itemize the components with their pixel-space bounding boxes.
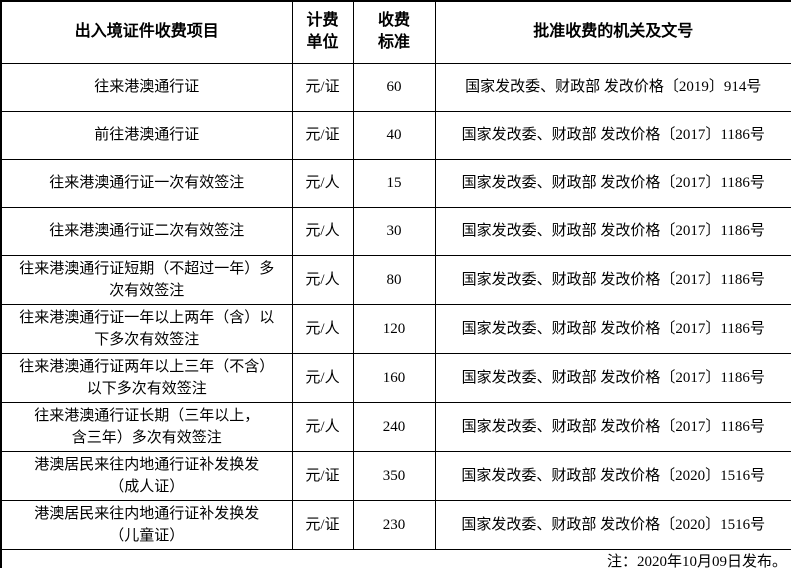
billing-unit: 元/人 (291, 158, 354, 208)
fee-item-name: 港澳居民来往内地通行证补发换发 （儿童证） (0, 499, 293, 550)
table-row: 港澳居民来往内地通行证补发换发 （儿童证） 元/证 230 国家发改委、财政部 … (0, 499, 791, 550)
billing-unit: 元/人 (291, 254, 354, 305)
approval-authority: 国家发改委、财政部 发改价格〔2020〕1516号 (434, 450, 791, 501)
billing-unit: 元/证 (291, 450, 354, 501)
approval-authority: 国家发改委、财政部 发改价格〔2017〕1186号 (434, 303, 791, 354)
table-row: 往来港澳通行证短期（不超过一年）多 次有效签注 元/人 80 国家发改委、财政部… (0, 254, 791, 305)
fee-amount: 15 (352, 158, 436, 208)
billing-unit: 元/证 (291, 62, 354, 112)
publish-note: 注：2020年10月09日发布。 (0, 548, 791, 568)
fee-amount: 240 (352, 401, 436, 452)
fee-item-name: 往来港澳通行证一年以上两年（含）以 下多次有效签注 (0, 303, 293, 354)
fee-item-name: 港澳居民来往内地通行证补发换发 （成人证） (0, 450, 293, 501)
fee-amount: 120 (352, 303, 436, 354)
billing-unit: 元/人 (291, 352, 354, 403)
table-row: 前往港澳通行证 元/证 40 国家发改委、财政部 发改价格〔2017〕1186号 (0, 110, 791, 160)
billing-unit: 元/证 (291, 499, 354, 550)
header-fee-standard: 收费 标准 (352, 0, 436, 64)
fee-item-name: 往来港澳通行证 (0, 62, 293, 112)
fee-item-name: 往来港澳通行证两年以上三年（不含） 以下多次有效签注 (0, 352, 293, 403)
fee-amount: 40 (352, 110, 436, 160)
billing-unit: 元/人 (291, 206, 354, 256)
approval-authority: 国家发改委、财政部 发改价格〔2017〕1186号 (434, 352, 791, 403)
fee-amount: 230 (352, 499, 436, 550)
table-row: 港澳居民来往内地通行证补发换发 （成人证） 元/证 350 国家发改委、财政部 … (0, 450, 791, 501)
fee-item-name: 往来港澳通行证一次有效签注 (0, 158, 293, 208)
header-row: 出入境证件收费项目 计费 单位 收费 标准 批准收费的机关及文号 (0, 0, 791, 64)
fee-item-name: 往来港澳通行证二次有效签注 (0, 206, 293, 256)
approval-authority: 国家发改委、财政部 发改价格〔2017〕1186号 (434, 401, 791, 452)
table-row: 往来港澳通行证两年以上三年（不含） 以下多次有效签注 元/人 160 国家发改委… (0, 352, 791, 403)
header-item: 出入境证件收费项目 (0, 0, 293, 64)
approval-authority: 国家发改委、财政部 发改价格〔2017〕1186号 (434, 110, 791, 160)
fee-item-name: 往来港澳通行证长期（三年以上， 含三年）多次有效签注 (0, 401, 293, 452)
fee-amount: 60 (352, 62, 436, 112)
fee-amount: 160 (352, 352, 436, 403)
approval-authority: 国家发改委、财政部 发改价格〔2017〕1186号 (434, 206, 791, 256)
billing-unit: 元/证 (291, 110, 354, 160)
approval-authority: 国家发改委、财政部 发改价格〔2017〕1186号 (434, 158, 791, 208)
fee-amount: 30 (352, 206, 436, 256)
fee-amount: 350 (352, 450, 436, 501)
table-row: 往来港澳通行证长期（三年以上， 含三年）多次有效签注 元/人 240 国家发改委… (0, 401, 791, 452)
fee-amount: 80 (352, 254, 436, 305)
fee-item-name: 往来港澳通行证短期（不超过一年）多 次有效签注 (0, 254, 293, 305)
approval-authority: 国家发改委、财政部 发改价格〔2019〕914号 (434, 62, 791, 112)
table-row: 往来港澳通行证一次有效签注 元/人 15 国家发改委、财政部 发改价格〔2017… (0, 158, 791, 208)
header-approval-authority: 批准收费的机关及文号 (434, 0, 791, 64)
fee-item-name: 前往港澳通行证 (0, 110, 293, 160)
table-row: 往来港澳通行证一年以上两年（含）以 下多次有效签注 元/人 120 国家发改委、… (0, 303, 791, 354)
header-billing-unit: 计费 单位 (291, 0, 354, 64)
approval-authority: 国家发改委、财政部 发改价格〔2020〕1516号 (434, 499, 791, 550)
table-row: 往来港澳通行证 元/证 60 国家发改委、财政部 发改价格〔2019〕914号 (0, 62, 791, 112)
approval-authority: 国家发改委、财政部 发改价格〔2017〕1186号 (434, 254, 791, 305)
table-row: 往来港澳通行证二次有效签注 元/人 30 国家发改委、财政部 发改价格〔2017… (0, 206, 791, 256)
note-row: 注：2020年10月09日发布。 (0, 548, 791, 568)
billing-unit: 元/人 (291, 401, 354, 452)
table-body: 往来港澳通行证 元/证 60 国家发改委、财政部 发改价格〔2019〕914号 … (0, 62, 791, 550)
billing-unit: 元/人 (291, 303, 354, 354)
